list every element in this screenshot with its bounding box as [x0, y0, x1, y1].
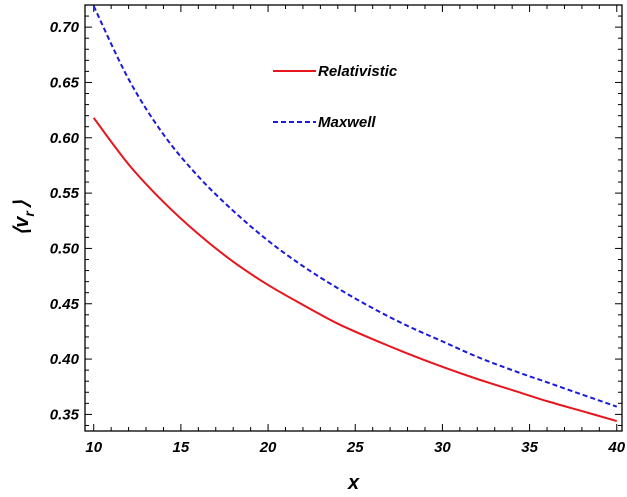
series-group: [92, 5, 618, 423]
x-tick-label: 15: [173, 439, 190, 456]
series-line-maxwell: [92, 5, 618, 408]
y-axis-label-sub: r: [21, 210, 37, 217]
x-tick-label: 25: [346, 439, 364, 456]
x-tick-label: 35: [521, 439, 538, 456]
legend: Relativistic Maxwell: [273, 63, 398, 131]
y-axis-label-close: ⟩: [11, 200, 33, 208]
legend-label-maxwell: Maxwell: [318, 114, 376, 131]
x-tick-label: 20: [259, 439, 277, 456]
y-tick-label: 0.70: [50, 19, 80, 36]
plot-frame: [84, 4, 623, 432]
y-tick-label: 0.50: [50, 240, 80, 257]
y-axis-label-main: ⟨v: [11, 215, 33, 236]
series-line-relativistic: [92, 117, 618, 423]
y-tick-label: 0.40: [50, 351, 80, 368]
x-tick-label: 30: [434, 439, 451, 456]
y-tick-label: 0.60: [50, 130, 80, 147]
y-tick-label: 0.35: [50, 406, 80, 423]
legend-label-relativistic: Relativistic: [318, 63, 398, 80]
x-tick-label: 40: [607, 439, 625, 456]
x-axis-label: x: [347, 472, 360, 494]
x-tick-label: 10: [85, 439, 102, 456]
y-tick-label: 0.55: [50, 185, 80, 202]
y-tick-label: 0.65: [50, 74, 80, 91]
y-tick-label: 0.45: [50, 296, 80, 313]
ticks-group: 10 15 20 25 30 35 40 0.35 0.40 0.45 0.50 0.55 0.60 0.…: [50, 5, 626, 456]
y-axis-label: ⟨vr ⟩: [11, 200, 37, 235]
